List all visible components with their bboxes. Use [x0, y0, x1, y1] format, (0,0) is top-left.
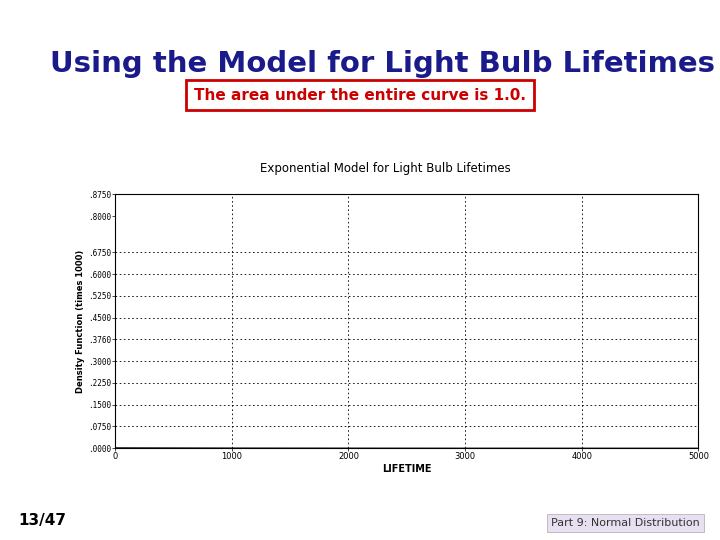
X-axis label: LIFETIME: LIFETIME — [382, 464, 431, 474]
Text: Part 9: Normal Distribution: Part 9: Normal Distribution — [552, 518, 700, 528]
Text: 13/47: 13/47 — [18, 513, 66, 528]
Y-axis label: Density Function (times 1000): Density Function (times 1000) — [76, 249, 85, 393]
Text: Using the Model for Light Bulb Lifetimes: Using the Model for Light Bulb Lifetimes — [50, 50, 715, 78]
Text: The area under the entire curve is 1.0.: The area under the entire curve is 1.0. — [194, 87, 526, 103]
Text: Exponential Model for Light Bulb Lifetimes: Exponential Model for Light Bulb Lifetim… — [260, 162, 510, 176]
